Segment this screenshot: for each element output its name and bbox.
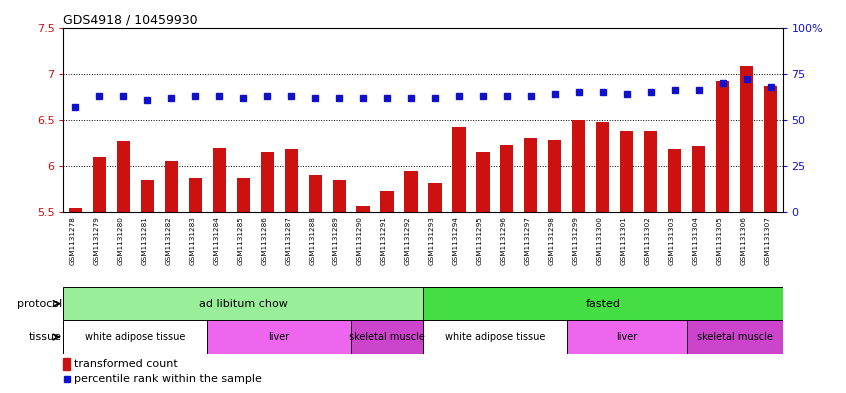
Text: GSM1131285: GSM1131285 — [237, 216, 244, 265]
Bar — [212, 147, 226, 212]
Bar — [500, 145, 514, 212]
Bar — [476, 152, 490, 212]
Bar — [423, 287, 783, 320]
Text: GSM1131298: GSM1131298 — [549, 216, 555, 265]
Bar — [525, 138, 537, 212]
Text: GSM1131293: GSM1131293 — [429, 216, 435, 265]
Text: GSM1131296: GSM1131296 — [501, 216, 507, 265]
Text: GSM1131297: GSM1131297 — [525, 216, 531, 265]
Text: GSM1131299: GSM1131299 — [573, 216, 579, 265]
Bar — [309, 175, 321, 212]
Text: GSM1131278: GSM1131278 — [69, 216, 75, 265]
Bar — [428, 183, 442, 212]
Bar — [69, 208, 82, 212]
Text: GSM1131300: GSM1131300 — [596, 216, 602, 265]
Bar — [93, 157, 106, 212]
Bar — [261, 152, 274, 212]
Bar — [165, 162, 178, 212]
Text: protocol: protocol — [17, 299, 62, 309]
Text: GSM1131288: GSM1131288 — [309, 216, 315, 265]
Text: tissue: tissue — [29, 332, 62, 342]
Bar — [548, 140, 562, 212]
Text: white adipose tissue: white adipose tissue — [445, 332, 545, 342]
Text: GSM1131291: GSM1131291 — [381, 216, 387, 265]
Text: GDS4918 / 10459930: GDS4918 / 10459930 — [63, 13, 198, 26]
Text: GSM1131283: GSM1131283 — [190, 216, 195, 265]
Bar — [716, 81, 729, 212]
Text: transformed count: transformed count — [74, 359, 178, 369]
Text: GSM1131279: GSM1131279 — [93, 216, 99, 265]
Bar — [404, 171, 418, 212]
Bar — [207, 320, 351, 354]
Bar — [423, 320, 567, 354]
Bar — [692, 146, 706, 212]
Bar — [687, 320, 783, 354]
Text: white adipose tissue: white adipose tissue — [85, 332, 185, 342]
Bar — [117, 141, 130, 212]
Bar — [189, 178, 202, 212]
Text: GSM1131280: GSM1131280 — [118, 216, 124, 265]
Bar — [381, 191, 393, 212]
Text: percentile rank within the sample: percentile rank within the sample — [74, 374, 261, 384]
Text: ad libitum chow: ad libitum chow — [199, 299, 288, 309]
Text: GSM1131282: GSM1131282 — [165, 216, 171, 265]
Bar — [63, 287, 423, 320]
Bar — [237, 178, 250, 212]
Text: GSM1131294: GSM1131294 — [453, 216, 459, 265]
Bar — [63, 320, 207, 354]
Text: GSM1131292: GSM1131292 — [405, 216, 411, 265]
Text: GSM1131287: GSM1131287 — [285, 216, 291, 265]
Text: liver: liver — [268, 332, 290, 342]
Text: GSM1131290: GSM1131290 — [357, 216, 363, 265]
Bar — [740, 66, 753, 212]
Text: GSM1131304: GSM1131304 — [693, 216, 699, 265]
Bar — [63, 358, 70, 369]
Text: GSM1131284: GSM1131284 — [213, 216, 219, 265]
Text: GSM1131305: GSM1131305 — [717, 216, 722, 265]
Text: skeletal muscle: skeletal muscle — [696, 332, 772, 342]
Bar — [453, 127, 465, 212]
Text: GSM1131303: GSM1131303 — [668, 216, 675, 265]
Bar — [620, 131, 634, 212]
Bar — [644, 131, 657, 212]
Text: skeletal muscle: skeletal muscle — [349, 332, 425, 342]
Bar — [351, 320, 423, 354]
Text: liver: liver — [616, 332, 637, 342]
Bar — [356, 206, 370, 212]
Bar — [332, 180, 346, 212]
Bar — [567, 320, 687, 354]
Bar — [572, 120, 585, 212]
Text: GSM1131295: GSM1131295 — [477, 216, 483, 265]
Text: GSM1131306: GSM1131306 — [740, 216, 747, 265]
Bar — [284, 149, 298, 212]
Bar — [596, 122, 609, 212]
Text: GSM1131307: GSM1131307 — [765, 216, 771, 265]
Bar — [764, 86, 777, 212]
Bar — [140, 180, 154, 212]
Text: GSM1131289: GSM1131289 — [333, 216, 339, 265]
Text: GSM1131302: GSM1131302 — [645, 216, 651, 265]
Text: GSM1131301: GSM1131301 — [621, 216, 627, 265]
Text: GSM1131281: GSM1131281 — [141, 216, 147, 265]
Text: GSM1131286: GSM1131286 — [261, 216, 267, 265]
Bar — [668, 149, 681, 212]
Text: fasted: fasted — [585, 299, 620, 309]
